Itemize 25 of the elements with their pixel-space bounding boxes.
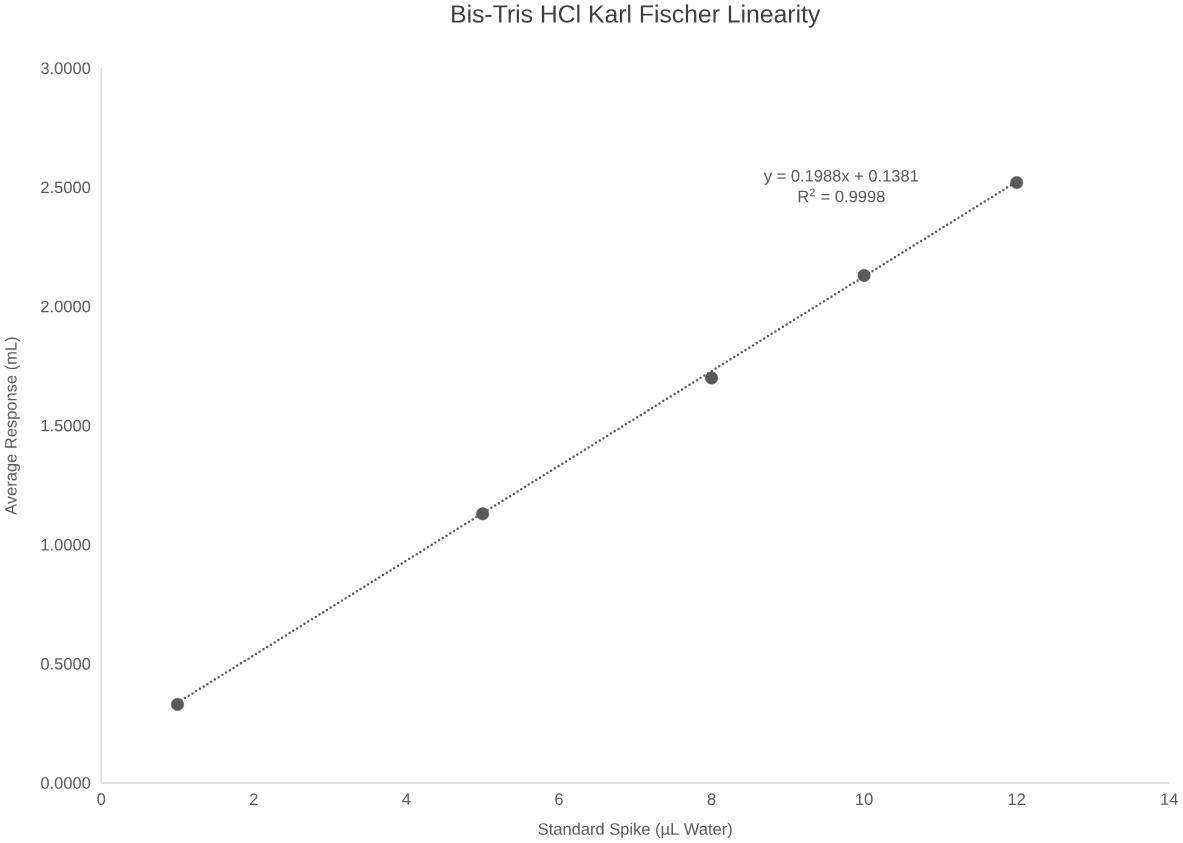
y-tick-label: 0.0000 — [41, 777, 91, 789]
y-tick-label: 0.5000 — [41, 658, 91, 670]
annotation: y = 0.1988x + 0.1381 — [763, 170, 919, 186]
x-tick-label: 14 — [1161, 793, 1178, 805]
y-axis-title: Average Response (mL) — [4, 337, 20, 515]
y-tick-label: 2.0000 — [41, 300, 91, 313]
point — [705, 371, 718, 385]
y-tick-label: 2.5000 — [41, 181, 91, 194]
x-tick-label: 2 — [250, 793, 258, 806]
x-axis-title: Standard Spike (µL Water) — [538, 822, 732, 839]
x-tick-label: 4 — [402, 793, 411, 805]
point — [1010, 176, 1024, 190]
point — [476, 507, 490, 521]
x-tick-label: 8 — [707, 793, 716, 806]
x-tick-label: 6 — [555, 793, 563, 806]
y-tick-label: 1.0000 — [41, 539, 91, 551]
x-tick-label: 0 — [97, 793, 106, 806]
point — [171, 698, 184, 712]
annotation: R$^{2}$ = 0.9998 — [798, 188, 885, 203]
chart-title: Bis-Tris HCl Karl Fischer Linearity — [452, 4, 821, 28]
x-tick-label: 10 — [856, 793, 873, 806]
x-tick-label: 12 — [1008, 793, 1026, 806]
point — [857, 269, 871, 283]
y-tick-label: 3.0000 — [41, 62, 91, 75]
y-tick-label: 1.5000 — [41, 419, 91, 432]
